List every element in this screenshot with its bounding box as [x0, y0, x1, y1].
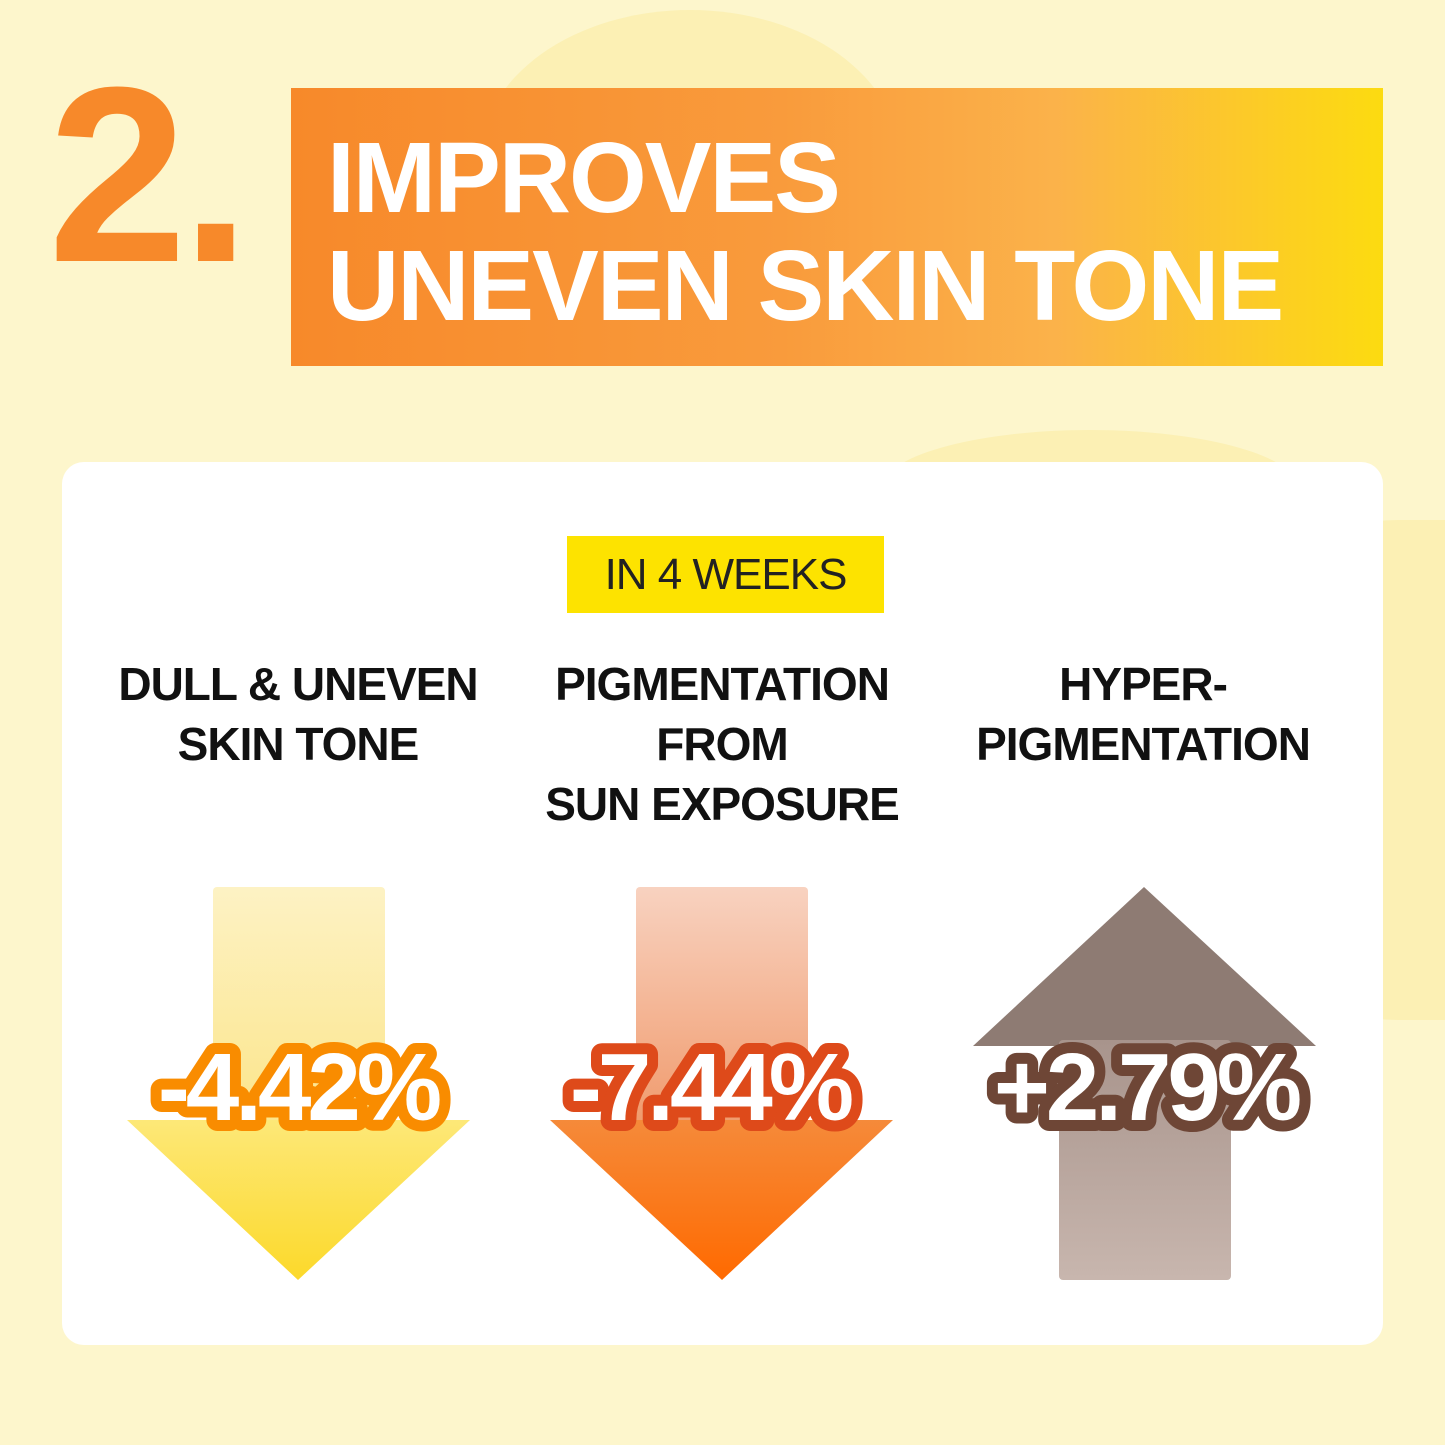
label-line: DULL & UNEVEN: [118, 658, 478, 710]
duration-badge: IN 4 WEEKS: [567, 536, 884, 613]
metric-label: DULL & UNEVEN SKIN TONE: [88, 654, 508, 774]
arrow-up-icon: [973, 887, 1316, 1280]
label-line: FROM: [656, 718, 788, 770]
arrow-down-icon: [550, 887, 893, 1280]
label-line: HYPER-: [1059, 658, 1228, 710]
metric-value: +2.79%: [994, 1034, 1300, 1141]
metric-label: PIGMENTATION FROM SUN EXPOSURE: [512, 654, 932, 834]
title-banner: IMPROVES UNEVEN SKIN TONE: [291, 88, 1383, 366]
label-line: SKIN TONE: [177, 718, 420, 770]
label-line: PIGMENTATION: [555, 658, 890, 710]
section-number: 2.: [48, 35, 250, 314]
metric-value: -4.42%: [158, 1034, 440, 1141]
page-title: IMPROVES UNEVEN SKIN TONE: [327, 122, 1284, 342]
arrow-down-icon: [127, 887, 470, 1280]
title-line: UNEVEN SKIN TONE: [327, 230, 1284, 342]
label-line: PIGMENTATION: [976, 718, 1311, 770]
label-line: SUN EXPOSURE: [545, 778, 900, 830]
title-line: IMPROVES: [327, 122, 841, 234]
metric-label: HYPER- PIGMENTATION: [933, 654, 1353, 774]
metric-value: -7.44%: [570, 1034, 852, 1141]
